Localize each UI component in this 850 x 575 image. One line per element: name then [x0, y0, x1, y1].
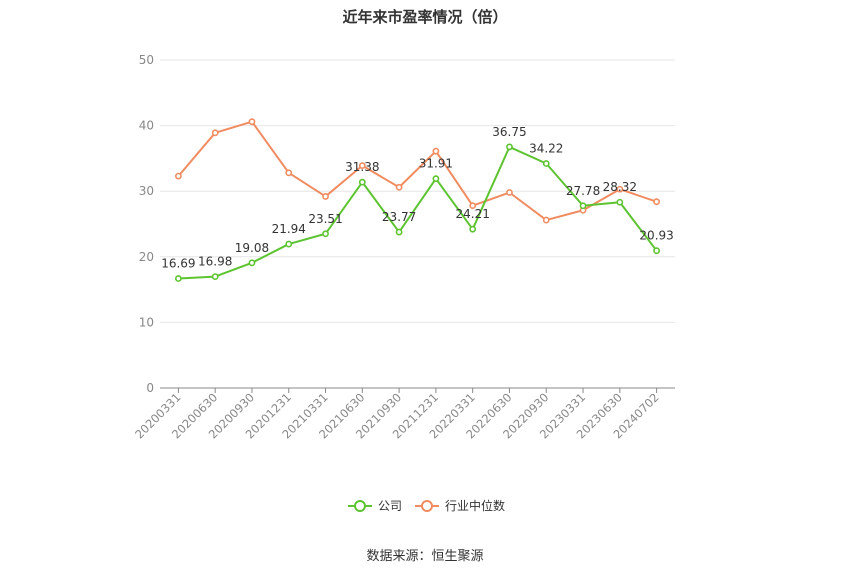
- data-point[interactable]: [285, 169, 293, 177]
- data-label: 19.08: [235, 241, 269, 255]
- data-point[interactable]: [174, 172, 182, 180]
- data-label: 23.51: [308, 212, 342, 226]
- data-point[interactable]: [248, 118, 256, 126]
- data-label: 16.98: [198, 255, 232, 269]
- x-axis: 2020033120200630202009302020123120210331…: [132, 387, 675, 442]
- data-point[interactable]: [542, 216, 550, 224]
- legend-label: 行业中位数: [445, 498, 505, 513]
- data-label: 23.77: [382, 210, 416, 224]
- data-point[interactable]: [653, 247, 661, 255]
- data-point[interactable]: [395, 228, 403, 236]
- legend-item-0[interactable]: 公司: [348, 499, 402, 513]
- data-label: 31.91: [419, 157, 453, 171]
- data-label: 36.75: [492, 125, 526, 139]
- data-point[interactable]: [395, 183, 403, 191]
- data-point[interactable]: [211, 129, 219, 137]
- series-line-0: [178, 145, 658, 280]
- data-point[interactable]: [432, 175, 440, 183]
- data-label: 21.94: [272, 222, 306, 236]
- data-label: 16.69: [161, 257, 195, 271]
- legend-swatch-marker: [354, 500, 366, 512]
- data-label: 24.21: [455, 207, 489, 221]
- y-tick-label: 30: [139, 184, 154, 198]
- data-source-note: 数据来源：恒生聚源: [366, 549, 484, 564]
- data-point[interactable]: [432, 147, 440, 155]
- data-label: 28.32: [603, 180, 637, 194]
- data-point[interactable]: [469, 225, 477, 233]
- legend[interactable]: 公司 行业中位数: [348, 498, 505, 513]
- series-line-1: [177, 120, 657, 222]
- data-point[interactable]: [506, 189, 513, 196]
- data-point[interactable]: [358, 162, 366, 170]
- data-point[interactable]: [616, 198, 624, 206]
- data-point[interactable]: [542, 160, 550, 167]
- grid-lines: [160, 59, 675, 323]
- series-lines: [174, 118, 661, 282]
- y-tick-label: 40: [139, 119, 154, 133]
- data-point[interactable]: [653, 198, 661, 206]
- data-point[interactable]: [469, 202, 477, 210]
- y-tick-label: 50: [139, 53, 154, 67]
- y-tick-label: 20: [139, 250, 154, 264]
- data-point[interactable]: [174, 275, 182, 282]
- data-point[interactable]: [322, 193, 329, 200]
- legend-swatch-marker: [421, 500, 433, 512]
- y-tick-label: 10: [139, 315, 154, 329]
- data-label: 34.22: [529, 142, 563, 156]
- chart-title: 近年来市盈率情况（倍）: [342, 8, 508, 26]
- data-point[interactable]: [285, 240, 293, 248]
- data-label: 31.38: [345, 160, 379, 174]
- y-tick-label: 0: [146, 381, 154, 395]
- legend-item-1[interactable]: 行业中位数: [415, 498, 505, 513]
- data-point[interactable]: [211, 273, 219, 281]
- data-point[interactable]: [506, 143, 513, 151]
- y-axis: 0 10 20 30 40 50: [139, 53, 154, 395]
- data-point[interactable]: [358, 178, 366, 186]
- data-point[interactable]: [579, 202, 587, 210]
- data-label: 27.78: [566, 184, 600, 198]
- data-point[interactable]: [322, 230, 329, 238]
- data-point[interactable]: [248, 259, 256, 267]
- data-label: 20.93: [639, 229, 673, 243]
- legend-label: 公司: [378, 499, 402, 513]
- data-point[interactable]: [616, 185, 624, 193]
